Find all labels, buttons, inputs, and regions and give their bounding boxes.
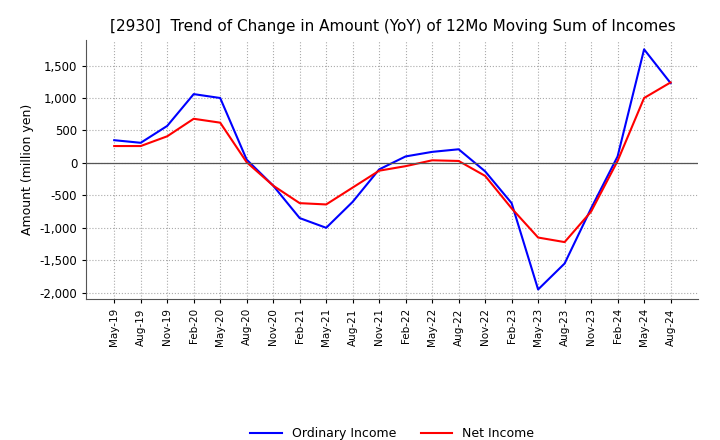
Ordinary Income [454,147,463,152]
Net Income [269,183,277,188]
Ordinary Income [243,157,251,162]
Net Income [110,143,119,149]
Net Income [189,116,198,121]
Net Income [587,209,595,214]
Net Income [163,134,171,139]
Ordinary Income [269,183,277,188]
Y-axis label: Amount (million yen): Amount (million yen) [21,104,34,235]
Net Income [243,160,251,165]
Ordinary Income [401,154,410,159]
Net Income [508,206,516,211]
Net Income [322,202,330,207]
Net Income [375,168,384,173]
Ordinary Income [481,169,490,174]
Ordinary Income [110,138,119,143]
Ordinary Income [640,47,649,52]
Net Income [560,239,569,245]
Ordinary Income [428,149,436,154]
Ordinary Income [216,95,225,101]
Title: [2930]  Trend of Change in Amount (YoY) of 12Mo Moving Sum of Incomes: [2930] Trend of Change in Amount (YoY) o… [109,19,675,34]
Ordinary Income [508,201,516,206]
Ordinary Income [560,261,569,266]
Net Income [534,235,542,240]
Net Income [640,95,649,101]
Ordinary Income [375,167,384,172]
Ordinary Income [163,123,171,128]
Ordinary Income [666,81,675,86]
Net Income [401,164,410,169]
Net Income [216,120,225,125]
Net Income [428,158,436,163]
Ordinary Income [348,199,357,205]
Net Income [666,80,675,85]
Net Income [136,143,145,149]
Ordinary Income [189,92,198,97]
Line: Net Income: Net Income [114,82,670,242]
Net Income [295,201,304,206]
Net Income [613,158,622,164]
Ordinary Income [136,140,145,146]
Ordinary Income [295,216,304,221]
Line: Ordinary Income: Ordinary Income [114,49,670,290]
Ordinary Income [613,154,622,159]
Ordinary Income [587,206,595,211]
Ordinary Income [534,287,542,292]
Net Income [481,173,490,179]
Net Income [348,185,357,190]
Legend: Ordinary Income, Net Income: Ordinary Income, Net Income [246,422,539,440]
Ordinary Income [322,225,330,231]
Net Income [454,158,463,164]
